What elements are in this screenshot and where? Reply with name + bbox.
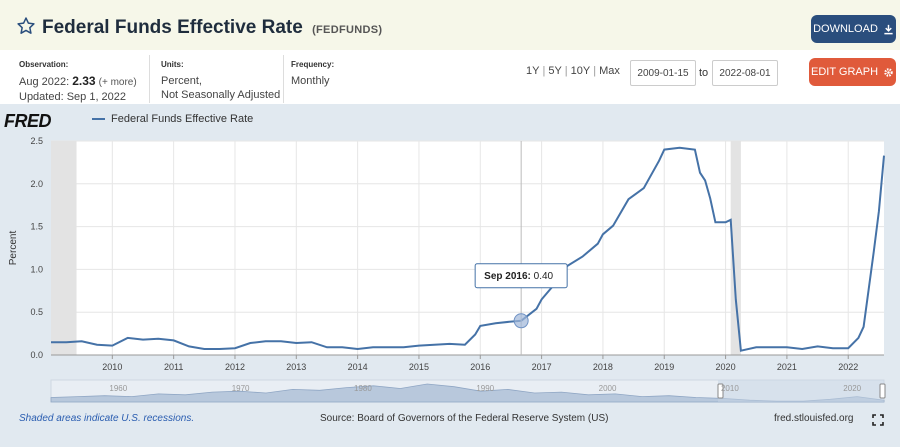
x-tick-label: 2022 bbox=[838, 362, 858, 372]
x-tick-label: 2010 bbox=[102, 362, 122, 372]
to-label: to bbox=[699, 67, 709, 79]
range-1y[interactable]: 1Y bbox=[526, 65, 540, 77]
range-selector: 1Y | 5Y | 10Y | Max bbox=[526, 65, 620, 77]
tooltip: Sep 2016: 0.40 bbox=[474, 263, 568, 289]
x-tick-label: 2011 bbox=[164, 362, 183, 372]
fred-logo: FRED bbox=[4, 111, 52, 131]
svg-text:Sep 2016: 0.40: Sep 2016: 0.40 bbox=[484, 271, 553, 282]
y-tick-label: 0.5 bbox=[30, 307, 43, 317]
x-tick-label: 2018 bbox=[593, 362, 613, 372]
page-title: Federal Funds Effective Rate (FEDFUNDS) bbox=[42, 17, 382, 39]
units-label: Units: bbox=[161, 60, 184, 69]
navigator-tick-label: 1990 bbox=[476, 384, 494, 393]
series-line bbox=[51, 146, 885, 352]
end-date-input[interactable]: 2022-08-01 bbox=[712, 60, 778, 86]
gear-icon bbox=[884, 67, 893, 77]
legend-swatch bbox=[92, 118, 105, 120]
observation-more-link[interactable]: (+ more) bbox=[98, 77, 137, 88]
navigator-tick-label: 1960 bbox=[109, 384, 127, 393]
y-tick-label: 2.5 bbox=[30, 136, 43, 146]
fred-url-link[interactable]: fred.stlouisfed.org bbox=[774, 413, 854, 424]
plot-area[interactable] bbox=[51, 141, 884, 355]
x-tick-label: 2016 bbox=[470, 362, 490, 372]
recession-note-link[interactable]: Shaded areas indicate U.S. recessions. bbox=[19, 413, 195, 424]
recession-band bbox=[51, 141, 77, 355]
navigator-handle[interactable] bbox=[717, 383, 724, 399]
range-max[interactable]: Max bbox=[599, 65, 620, 77]
hover-marker bbox=[513, 313, 529, 329]
divider bbox=[283, 55, 284, 103]
navigator-tick-label: 1980 bbox=[354, 384, 372, 393]
observation-value: 2.33 bbox=[72, 74, 96, 88]
start-date-input[interactable]: 2009-01-15 bbox=[630, 60, 696, 86]
frequency-value: Monthly bbox=[291, 75, 330, 87]
range-10y[interactable]: 10Y bbox=[570, 65, 591, 77]
edit-graph-button[interactable]: EDIT GRAPH bbox=[809, 58, 896, 86]
chart-legend: Federal Funds Effective Rate bbox=[92, 113, 253, 125]
observation-label: Observation: bbox=[19, 60, 69, 69]
y-tick-label: 1.5 bbox=[30, 222, 43, 232]
x-tick-label: 2020 bbox=[716, 362, 736, 372]
navigator-tick-label: 2020 bbox=[843, 384, 861, 393]
y-axis-label: Percent bbox=[8, 231, 19, 266]
navigator-tick-label: 2010 bbox=[721, 384, 739, 393]
y-tick-label: 1.0 bbox=[30, 264, 43, 274]
recession-band bbox=[730, 141, 741, 355]
frequency-block: Frequency: Monthly bbox=[291, 58, 334, 88]
navigator-tick-label: 1970 bbox=[232, 384, 250, 393]
x-tick-label: 2015 bbox=[409, 362, 429, 372]
units-line1: Percent, bbox=[161, 75, 202, 87]
y-tick-label: 0.0 bbox=[30, 350, 43, 360]
divider bbox=[149, 55, 150, 103]
x-tick-label: 2021 bbox=[777, 362, 797, 372]
frequency-label: Frequency: bbox=[291, 60, 335, 69]
navigator-tick-label: 2000 bbox=[599, 384, 617, 393]
updated-date: Updated: Sep 1, 2022 bbox=[19, 91, 127, 103]
navigator-handle[interactable] bbox=[879, 383, 886, 399]
x-tick-label: 2017 bbox=[532, 362, 552, 372]
edit-graph-label: EDIT GRAPH bbox=[810, 66, 879, 78]
source-text: Source: Board of Governors of the Federa… bbox=[320, 413, 609, 424]
series-title: Federal Funds Effective Rate bbox=[42, 17, 303, 38]
navigator-selection[interactable] bbox=[718, 380, 884, 402]
star-icon[interactable] bbox=[16, 16, 36, 36]
download-label: DOWNLOAD bbox=[813, 23, 878, 35]
download-button[interactable]: DOWNLOAD bbox=[811, 15, 896, 43]
x-tick-label: 2019 bbox=[654, 362, 674, 372]
x-tick-label: 2014 bbox=[348, 362, 368, 372]
units-line2: Not Seasonally Adjusted bbox=[161, 89, 281, 101]
tooltip-value: 0.40 bbox=[534, 271, 554, 282]
legend-label: Federal Funds Effective Rate bbox=[111, 113, 254, 125]
series-id: (FEDFUNDS) bbox=[312, 24, 383, 36]
chart-svg: 0.0 0.5 1.0 1.5 2.0 2.5 2010 2011 2012 2013 2014 2… bbox=[8, 136, 886, 403]
x-tick-label: 2012 bbox=[225, 362, 245, 372]
range-5y[interactable]: 5Y bbox=[548, 65, 562, 77]
observation-date: Aug 2022: bbox=[19, 76, 70, 88]
units-block: Units: Percent, Not Seasonally Adjusted bbox=[161, 58, 280, 102]
range-navigator[interactable]: 1960 1970 1980 1990 2000 2010 2020 bbox=[50, 379, 886, 403]
download-icon bbox=[884, 24, 893, 34]
fullscreen-icon[interactable] bbox=[872, 414, 884, 426]
tooltip-date: Sep 2016: bbox=[484, 271, 531, 282]
y-tick-label: 2.0 bbox=[30, 179, 43, 189]
x-tick-label: 2013 bbox=[286, 362, 306, 372]
observation-block: Observation: Aug 2022: 2.33 (+ more) Upd… bbox=[19, 58, 137, 104]
header-bar: Federal Funds Effective Rate (FEDFUNDS) … bbox=[0, 0, 900, 50]
